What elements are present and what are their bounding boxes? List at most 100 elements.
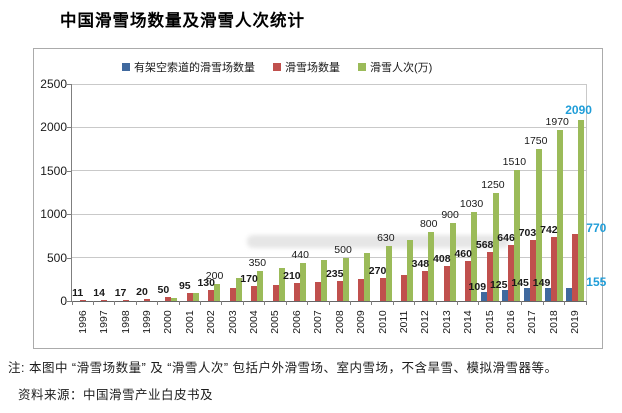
x-axis-tick [285, 301, 287, 305]
bar-1998-s1 [122, 299, 129, 301]
bar-2008-s2 [342, 257, 349, 301]
bar-value-label: 742 [540, 223, 558, 236]
y-axis-label: 0 [60, 294, 67, 308]
bar-group-1997 [93, 84, 114, 301]
bar-1996-s1 [79, 300, 86, 301]
bar-1999-s1 [143, 299, 150, 301]
x-axis-label: 2003 [226, 310, 239, 334]
bar-2012-s1 [422, 270, 429, 301]
bar-2003-s1 [229, 287, 236, 301]
bar-group-2001 [179, 84, 200, 301]
bar-group-2004 [243, 84, 264, 301]
bar-value-label: 770 [586, 221, 607, 236]
x-axis-label: 2018 [547, 310, 560, 334]
bar-2007-s2 [321, 260, 328, 301]
legend-swatch-icon [122, 63, 130, 71]
x-axis-label: 2014 [462, 310, 475, 334]
bar-2019-s2 [578, 119, 585, 301]
bar-2011-s2 [407, 240, 414, 301]
legend-label: 有架空索道的滑雪场数量 [134, 62, 255, 74]
bar-2002-s2 [214, 283, 221, 301]
note-text: 注: 本图中 “滑雪场数量” 及 “滑雪人次” 包括户外滑雪场、室内雪场，不含旱… [8, 361, 558, 375]
bar-2009-s1 [358, 279, 365, 301]
legend-item-2: 滑雪人次(万) [358, 59, 432, 75]
bar-group-2019 [565, 84, 586, 301]
bar-2006-s1 [293, 282, 300, 301]
gridline [72, 126, 586, 128]
bar-2017-s0 [523, 288, 530, 301]
bar-value-label: 2090 [565, 102, 592, 117]
x-axis-tick [435, 301, 437, 305]
x-axis-tick [521, 301, 523, 305]
x-axis-tick [307, 301, 309, 305]
bar-group-2000 [158, 84, 179, 301]
bar-1997-s1 [101, 299, 108, 301]
x-axis-label: 2001 [183, 310, 196, 334]
bar-2001-s2 [192, 293, 199, 301]
x-axis-tick [457, 301, 458, 305]
bar-value-label: 155 [586, 274, 607, 289]
y-axis-tick [67, 170, 71, 172]
x-axis-tick [392, 301, 394, 305]
y-axis-tick [67, 214, 71, 216]
bar-groups [72, 84, 586, 301]
bar-2003-s2 [235, 277, 242, 301]
bar-value-label: 646 [497, 231, 515, 244]
x-axis-label: 1998 [119, 310, 132, 334]
bar-value-label: 270 [368, 264, 387, 277]
legend-label: 滑雪人次(万) [370, 62, 433, 74]
y-axis-tick [67, 257, 71, 259]
bar-value-label: 1750 [524, 135, 548, 148]
y-axis-label: 2000 [40, 120, 67, 135]
bar-group-2017 [522, 84, 543, 301]
bar-2008-s1 [336, 280, 343, 301]
x-axis-tick [542, 301, 544, 305]
x-axis-tick [114, 301, 116, 305]
bar-value-label: 568 [475, 238, 494, 251]
bar-value-label: 130 [197, 276, 215, 289]
bar-2017-s1 [529, 239, 536, 301]
bar-value-label: 348 [411, 257, 430, 270]
watermark-smudge [247, 235, 509, 248]
bar-value-label: 460 [454, 248, 472, 261]
bar-2000-s1 [165, 296, 172, 301]
bar-group-2003 [222, 84, 243, 301]
bar-2012-s2 [428, 231, 435, 301]
bar-value-label: 440 [291, 248, 309, 261]
bar-group-2016 [500, 84, 521, 301]
legend-item-1: 滑雪场数量 [273, 59, 340, 75]
bar-2015-s0 [480, 291, 487, 301]
plot-area: 1996 1997 1998 1999 2000 2001 2002 2003 2004 2005… [71, 83, 606, 334]
bar-group-2014 [458, 84, 479, 301]
bar-2009-s2 [364, 252, 371, 301]
page-title: 中国滑雪场数量及滑雪人次统计 [60, 12, 305, 30]
bar-2005-s1 [272, 284, 279, 301]
x-axis-tick [221, 301, 223, 305]
bar-value-label: 125 [489, 279, 508, 292]
bar-value-label: 900 [441, 208, 459, 221]
bar-value-label: 235 [325, 267, 344, 280]
bar-value-label: 109 [468, 280, 487, 293]
x-axis-tick [349, 301, 351, 305]
bar-value-label: 50 [157, 283, 170, 296]
bar-value-label: 1510 [502, 155, 527, 168]
x-axis-label: 2004 [248, 310, 261, 334]
bar-value-label: 1250 [481, 178, 505, 191]
bar-2014-s2 [471, 211, 478, 301]
x-axis-label: 2007 [312, 310, 325, 334]
gridline [72, 257, 586, 259]
bar-group-2007 [308, 84, 329, 301]
bar-value-label: 11 [72, 287, 84, 300]
bar-value-label: 703 [518, 226, 537, 239]
chart-legend: 有架空索道的滑雪场数量 滑雪场数量 滑雪人次(万) [122, 59, 432, 75]
x-axis-label: 1996 [76, 310, 89, 334]
bar-2015-s1 [486, 251, 493, 301]
x-axis-tick [135, 301, 137, 305]
bar-group-2011 [393, 84, 414, 301]
gridline [72, 170, 586, 172]
y-axis-label: 500 [46, 250, 67, 265]
x-axis-label: 2006 [290, 310, 303, 334]
bar-2019-s0 [566, 287, 573, 301]
x-axis-label: 2005 [269, 310, 282, 334]
